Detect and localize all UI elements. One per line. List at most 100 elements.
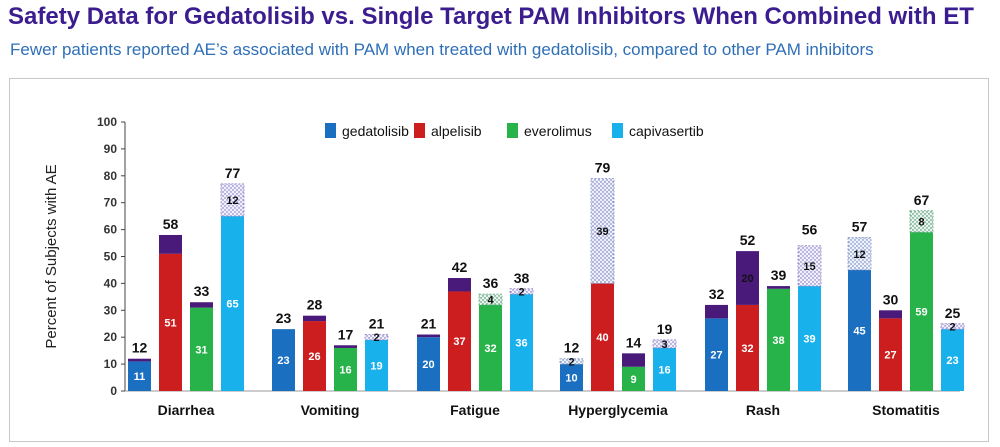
y-tick-label: 50 bbox=[104, 250, 118, 264]
bar-total-label: 36 bbox=[483, 275, 499, 291]
bar-total-label: 25 bbox=[945, 305, 961, 321]
legend-swatch-alpelisib bbox=[414, 123, 425, 138]
bar-value-label: 65 bbox=[226, 299, 238, 311]
bar-alpelisib-hyperglycemia-upper bbox=[590, 178, 615, 284]
bar-value-label: 10 bbox=[565, 373, 577, 385]
bar-alpelisib-rash bbox=[736, 304, 759, 391]
y-tick-label: 0 bbox=[110, 384, 117, 398]
bar-value-label: 39 bbox=[803, 334, 815, 346]
bar-everolimus-vomiting-upper bbox=[334, 345, 357, 348]
category-label-diarrhea: Diarrhea bbox=[158, 402, 215, 418]
bar-value-label: 16 bbox=[658, 364, 670, 376]
bar-alpelisib-stomatitis bbox=[879, 318, 902, 391]
bar-value-label: 27 bbox=[884, 350, 896, 362]
bar-total-label: 19 bbox=[657, 321, 673, 337]
bar-gedatolisib-hyperglycemia bbox=[560, 364, 583, 391]
bar-total-label: 32 bbox=[709, 286, 725, 302]
bar-total-label: 33 bbox=[194, 283, 210, 299]
bar-total-label: 56 bbox=[802, 221, 818, 237]
bar-everolimus-diarrhea bbox=[190, 307, 213, 391]
bar-value-label: 37 bbox=[453, 336, 465, 348]
y-tick-label: 100 bbox=[97, 115, 117, 129]
y-tick-label: 40 bbox=[104, 276, 118, 290]
segment-label: 2 bbox=[568, 356, 574, 368]
stacked-bar-chart: 0 10 20 30 40 50 60 70 80 90 100 Percent of Subject… bbox=[43, 115, 965, 418]
bar-alpelisib-fatigue-upper bbox=[448, 278, 471, 292]
bar-value-label: 31 bbox=[195, 344, 207, 356]
segment-label: 15 bbox=[803, 261, 815, 273]
legend-label-capivasertib: capivasertib bbox=[629, 123, 704, 139]
bar-gedatolisib-rash-upper bbox=[705, 304, 728, 319]
segment-label: 2 bbox=[373, 332, 379, 344]
bar-gedatolisib-hyperglycemia-upper bbox=[559, 358, 584, 365]
bar-total-label: 39 bbox=[771, 267, 787, 283]
bar-capivasertib-rash-upper bbox=[797, 245, 822, 287]
bar-capivasertib-stomatitis bbox=[941, 329, 964, 391]
legend-swatch-gedatolisib bbox=[325, 123, 336, 138]
bar-gedatolisib-vomiting bbox=[272, 329, 295, 391]
segment-label: 3 bbox=[661, 339, 667, 351]
bar-total-label: 30 bbox=[883, 291, 899, 307]
bar-gedatolisib-fatigue bbox=[417, 337, 440, 391]
bar-value-label: 16 bbox=[339, 364, 351, 376]
category-label-hyperglycemia: Hyperglycemia bbox=[568, 402, 668, 418]
bar-everolimus-hyperglycemia bbox=[622, 366, 645, 391]
bar-total-label: 52 bbox=[740, 232, 756, 248]
segment-label: 12 bbox=[226, 195, 238, 207]
legend-swatch-everolimus bbox=[507, 123, 518, 138]
bar-everolimus-stomatitis bbox=[910, 232, 933, 391]
bar-alpelisib-rash-upper bbox=[736, 251, 759, 305]
bar-total-label: 79 bbox=[595, 159, 611, 175]
segment-label: 8 bbox=[918, 217, 924, 229]
bar-total-label: 23 bbox=[276, 310, 292, 326]
bar-everolimus-diarrhea-upper bbox=[190, 302, 213, 308]
bar-capivasertib-stomatitis-upper bbox=[940, 323, 965, 330]
bar-value-label: 23 bbox=[946, 355, 958, 367]
bar-everolimus-fatigue-upper bbox=[478, 293, 503, 306]
bar-value-label: 32 bbox=[741, 343, 753, 355]
bar-value-label: 20 bbox=[422, 359, 434, 371]
bar-alpelisib-vomiting-upper bbox=[303, 315, 326, 322]
category-label-vomiting: Vomiting bbox=[301, 402, 360, 418]
bar-gedatolisib-stomatitis bbox=[848, 269, 871, 391]
bar-alpelisib-stomatitis-upper bbox=[879, 310, 902, 319]
bar-gedatolisib-diarrhea-upper bbox=[128, 358, 151, 362]
bar-everolimus-stomatitis-upper bbox=[909, 210, 934, 233]
bar-everolimus-vomiting bbox=[334, 347, 357, 391]
y-tick-label: 30 bbox=[104, 303, 118, 317]
bar-gedatolisib-diarrhea bbox=[128, 361, 151, 391]
bar-everolimus-rash bbox=[767, 288, 790, 391]
bar-total-label: 42 bbox=[452, 259, 468, 275]
bar-gedatolisib-stomatitis-upper bbox=[847, 237, 872, 271]
chart-panel: 0 10 20 30 40 50 60 70 80 90 100 Percent of Subject… bbox=[9, 78, 989, 442]
y-axis-label: Percent of Subjects with AE bbox=[43, 164, 60, 348]
category-label-fatigue: Fatigue bbox=[450, 402, 500, 418]
bar-value-label: 40 bbox=[596, 332, 608, 344]
bar-everolimus-fatigue bbox=[479, 304, 502, 391]
category-label-stomatitis: Stomatitis bbox=[872, 402, 940, 418]
page-title: Safety Data for Gedatolisib vs. Single T… bbox=[8, 3, 974, 30]
bar-capivasertib-hyperglycemia bbox=[653, 347, 676, 391]
bar-alpelisib-fatigue bbox=[448, 291, 471, 391]
bar-total-label: 67 bbox=[914, 192, 930, 208]
bar-capivasertib-diarrhea-upper bbox=[220, 183, 245, 217]
segment-label: 39 bbox=[596, 226, 608, 238]
bar-value-label: 59 bbox=[915, 307, 927, 319]
bar-everolimus-rash-upper bbox=[767, 286, 790, 289]
bar-alpelisib-vomiting bbox=[303, 321, 326, 391]
bar-gedatolisib-fatigue-upper bbox=[417, 334, 440, 338]
bar-value-label: 36 bbox=[515, 338, 527, 350]
bar-value-label: 11 bbox=[134, 371, 146, 383]
bar-total-label: 58 bbox=[163, 216, 179, 232]
bar-capivasertib-rash bbox=[798, 286, 821, 391]
segment-label: 12 bbox=[853, 249, 865, 261]
bar-value-label: 23 bbox=[277, 355, 289, 367]
legend-swatch-capivasertib bbox=[612, 123, 623, 138]
bar-capivasertib-fatigue bbox=[510, 294, 533, 391]
legend-label-everolimus: everolimus bbox=[524, 123, 592, 139]
y-tick-label: 60 bbox=[104, 223, 118, 237]
bar-gedatolisib-rash bbox=[705, 318, 728, 391]
bar-everolimus-hyperglycemia-upper bbox=[622, 353, 645, 367]
bar-total-label: 77 bbox=[225, 165, 241, 181]
page-subtitle: Fewer patients reported AE’s associated … bbox=[10, 40, 874, 59]
